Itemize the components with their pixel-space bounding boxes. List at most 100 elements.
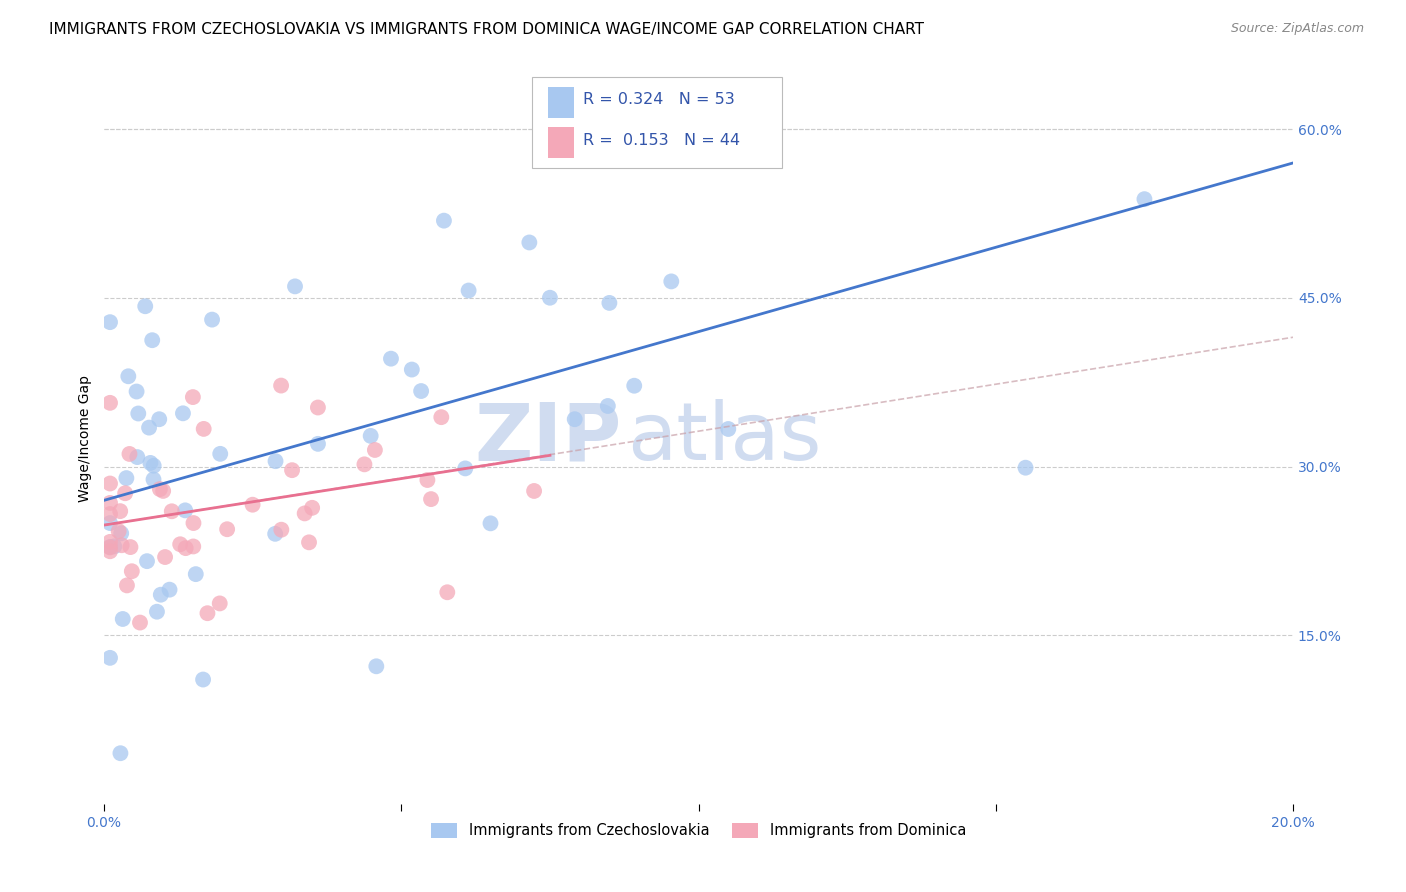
Point [149,482,172,496]
Point [115,578,138,592]
Point [138,420,160,434]
Point [129,615,152,630]
Point [160,504,183,518]
Point [149,588,172,602]
Point [457,284,479,298]
Point [114,486,136,500]
Point [115,471,138,485]
Point [159,582,181,597]
Point [416,473,439,487]
Point [181,390,204,404]
Point [117,369,139,384]
Point [433,213,456,227]
Point [1133,192,1156,206]
Point [353,458,375,472]
Point [242,498,264,512]
Point [360,429,382,443]
Point [197,606,219,620]
Text: IMMIGRANTS FROM CZECHOSLOVAKIA VS IMMIGRANTS FROM DOMINICA WAGE/INCOME GAP CORRE: IMMIGRANTS FROM CZECHOSLOVAKIA VS IMMIGR… [49,22,924,37]
Point [98,315,121,329]
Point [193,422,215,436]
Text: ZIP: ZIP [474,400,621,477]
Point [98,650,121,665]
Text: R = 0.324   N = 53: R = 0.324 N = 53 [583,92,735,107]
Point [127,407,149,421]
Point [98,396,121,410]
Point [523,483,546,498]
Point [142,472,165,486]
Point [184,567,207,582]
Point [208,596,231,610]
Point [110,746,132,760]
Point [121,564,143,578]
Point [264,526,287,541]
Point [217,522,239,536]
Point [270,523,292,537]
Text: Source: ZipAtlas.com: Source: ZipAtlas.com [1230,22,1364,36]
Point [146,605,169,619]
Point [717,422,740,436]
Point [366,659,388,673]
Point [127,450,149,464]
Point [209,447,232,461]
Text: atlas: atlas [627,400,821,477]
Bar [547,87,574,118]
Text: R =  0.153   N = 44: R = 0.153 N = 44 [583,133,741,148]
Point [98,496,121,510]
Point [538,291,561,305]
Point [298,535,321,549]
Point [1014,460,1036,475]
Point [517,235,540,250]
Point [191,673,214,687]
Point [364,442,387,457]
Point [596,399,619,413]
Point [98,507,121,521]
Point [281,463,304,477]
Point [153,549,176,564]
Point [172,406,194,420]
Point [98,540,121,554]
Point [301,500,323,515]
Point [659,274,682,288]
Point [98,544,121,558]
Y-axis label: Wage/Income Gap: Wage/Income Gap [79,375,93,502]
Point [108,504,131,518]
Point [139,456,162,470]
Point [141,333,163,347]
Point [307,437,329,451]
Point [148,412,170,426]
Point [430,410,453,425]
Point [174,503,197,517]
Point [284,279,307,293]
Legend: Immigrants from Czechoslovakia, Immigrants from Dominica: Immigrants from Czechoslovakia, Immigran… [426,817,972,844]
Point [111,538,134,552]
Point [181,540,204,554]
Point [107,524,129,538]
Point [401,362,423,376]
Point [380,351,402,366]
Point [201,312,224,326]
Point [598,296,620,310]
Point [169,537,191,551]
Point [264,454,287,468]
Point [420,492,443,507]
Bar [547,127,574,158]
Point [111,612,134,626]
Point [136,554,159,568]
Point [125,384,148,399]
Point [98,534,121,549]
Point [307,401,329,415]
Point [134,299,156,313]
Point [118,447,141,461]
Point [436,585,458,599]
Point [98,541,121,555]
Point [120,540,142,554]
Point [152,483,174,498]
Point [479,516,502,531]
Point [98,516,121,530]
Point [270,378,292,392]
Point [623,378,645,392]
Point [110,526,132,541]
Point [564,412,586,426]
Point [454,461,477,475]
